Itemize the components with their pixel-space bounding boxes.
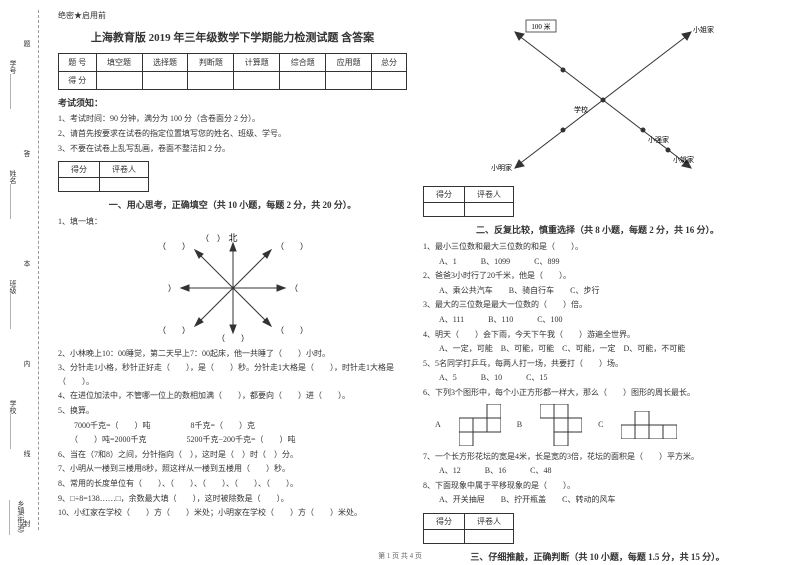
scorer-table: 得分 评卷人 — [423, 513, 514, 544]
question: 8、下面现象中属于平移现象的是（ ）。 — [423, 479, 772, 493]
options: A、5 B、10 C、15 — [423, 371, 772, 385]
question: 6、当在（7和8）之间，分针指向（ ），这时是（ ）时（ ）分。 — [58, 448, 407, 462]
svg-text:小强家: 小强家 — [648, 135, 669, 144]
score-table: 题 号 填空题 选择题 判断题 计算题 综合题 应用题 总分 得 分 — [58, 53, 407, 90]
shape-b — [540, 404, 582, 446]
shapes-row: A B C — [435, 404, 772, 446]
binding-mark: 封 — [22, 520, 32, 527]
svg-text:小姐家: 小姐家 — [693, 25, 714, 34]
section-2-title: 二、反复比较，慎重选择（共 8 小题，每题 2 分，共 16 分）。 — [423, 223, 772, 236]
score-head: 计算题 — [234, 54, 280, 72]
options: A、开关抽屉 B、拧开瓶盖 C、转动的风车 — [423, 493, 772, 507]
question-sub: （ ）吨=2000千克 5200千克−200千克=（ ）吨 — [58, 433, 407, 447]
confidential-label: 绝密★启用前 — [58, 10, 407, 21]
question: 6、下列3个图形中，每个小正方形都一样大，那么（ ）图形的周长最长。 — [423, 386, 772, 400]
scorer-label: 得分 — [59, 162, 100, 178]
scorer-label: 评卷人 — [465, 513, 514, 529]
score-head: 应用题 — [326, 54, 372, 72]
scorer-label: 得分 — [424, 187, 465, 203]
options: A、一定，可能 B、可能，可能 C、可能，一定 D、可能，不可能 — [423, 342, 772, 356]
binding-number: 学号__________ — [8, 60, 18, 109]
svg-text:小明家: 小明家 — [491, 163, 512, 172]
binding-name: 姓名__________ — [8, 170, 18, 219]
page-footer: 第 1 页 共 4 页 — [0, 551, 800, 561]
instruction-line: 3、不要在试卷上乱写乱画，卷面不整洁扣 2 分。 — [58, 143, 407, 155]
svg-text:（ ）: （ ） — [276, 326, 308, 335]
svg-text:（ ）: （ ） — [158, 326, 190, 335]
compass-diagram: 北 （ ） （ ） （ ） （ ） （ ） （ ） （ ） （ ） — [58, 233, 407, 343]
question: 4、明天（ ）会下雨，今天下午我（ ）游遍全世界。 — [423, 328, 772, 342]
shape-c — [621, 411, 677, 439]
scorer-label: 得分 — [424, 513, 465, 529]
question: 4、在进位加法中，不管哪一位上的数相加满（ ），都要向（ ）进（ ）。 — [58, 389, 407, 403]
binding-mark: 本 — [22, 260, 32, 267]
scorer-table: 得分 评卷人 — [58, 161, 149, 192]
score-row-head: 得 分 — [59, 72, 97, 90]
binding-school: 学校__________ — [8, 400, 18, 449]
compass-north: 北 — [228, 233, 237, 243]
shape-label-c: C — [598, 420, 603, 429]
location-diagram: 100 米 小姐家 小明家 小强家 小姚家 学校 — [423, 10, 772, 180]
score-head: 总分 — [372, 54, 407, 72]
options: A、1 B、1099 C、899 — [423, 255, 772, 269]
question: 10、小红家在学校（ ）方（ ）米处；小明家在学校（ ）方（ ）米处。 — [58, 506, 407, 520]
score-head: 综合题 — [280, 54, 326, 72]
binding-mark: 答 — [22, 150, 32, 157]
svg-text:100 米: 100 米 — [531, 22, 550, 31]
svg-text:（ ）: （ ） — [158, 242, 190, 251]
question: 3、分针走1小格，秒针正好走（ ），是（ ）秒。分针走1大格是（ ），时针走1大… — [58, 361, 407, 388]
scorer-table: 得分 评卷人 — [423, 186, 514, 217]
binding-class: 班级__________ — [8, 280, 18, 329]
instruction-line: 2、请首先按要求在试卷的指定位置填写您的姓名、班级、学号。 — [58, 128, 407, 140]
score-head: 判断题 — [188, 54, 234, 72]
question: 9、□÷8=138……□，余数最大填（ ），这时被除数是（ ）。 — [58, 492, 407, 506]
svg-text:小姚家: 小姚家 — [673, 155, 694, 164]
section-1-title: 一、用心思考，正确填空（共 10 小题，每题 2 分，共 20 分）。 — [58, 198, 407, 211]
scorer-label: 评卷人 — [465, 187, 514, 203]
question: 2、爸爸3小时行了20千米，他是（ ）。 — [423, 269, 772, 283]
options: A、111 B、110 C、100 — [423, 313, 772, 327]
question: 5、5名同学打乒乓，每两人打一场，共要打（ ）场。 — [423, 357, 772, 371]
score-head: 选择题 — [142, 54, 188, 72]
shape-label-b: B — [517, 420, 522, 429]
scorer-label: 评卷人 — [100, 162, 149, 178]
question: 1、最小三位数和最大三位数的和是（ ）。 — [423, 240, 772, 254]
binding-mark: 题 — [22, 40, 32, 47]
question: 3、最大的三位数是最大一位数的（ ）倍。 — [423, 298, 772, 312]
instructions-head: 考试须知： — [58, 96, 407, 109]
question: 7、一个长方形花坛的宽是4米，长是宽的3倍，花坛的面积是（ ）平方米。 — [423, 450, 772, 464]
binding-mark: 内 — [22, 360, 32, 367]
svg-text:（ ）: （ ） — [290, 284, 308, 293]
options: A、12 B、16 C、48 — [423, 464, 772, 478]
shape-a — [459, 404, 501, 446]
question: 8、常用的长度单位有（ ）、（ ）、（ ）、（ ）、（ ）。 — [58, 477, 407, 491]
question: 2、小林晚上10：00睡觉，第二天早上7：00起床，他一共睡了（ ）小时。 — [58, 347, 407, 361]
svg-text:（ ）: （ ） — [158, 284, 176, 293]
exam-title: 上海教育版 2019 年三年级数学下学期能力检测试题 含答案 — [58, 29, 407, 45]
svg-text:（ ）: （ ） — [201, 234, 225, 243]
score-head: 题 号 — [59, 54, 97, 72]
options: A、乘公共汽车 B、骑自行车 C、步行 — [423, 284, 772, 298]
question: 7、小明从一楼到三楼用8秒，照这样从一楼到五楼用（ ）秒。 — [58, 462, 407, 476]
question: 1、填一填： — [58, 215, 407, 229]
instruction-line: 1、考试时间：90 分钟，满分为 100 分（含卷面分 2 分）。 — [58, 113, 407, 125]
score-head: 填空题 — [96, 54, 142, 72]
svg-text:（ ）: （ ） — [217, 334, 249, 343]
svg-text:（ ）: （ ） — [276, 242, 308, 251]
svg-text:学校: 学校 — [574, 105, 588, 114]
shape-label-a: A — [435, 420, 441, 429]
question-sub: 7000千克=（ ）吨 8千克=（ ）克 — [58, 419, 407, 433]
binding-mark: 线 — [22, 450, 32, 457]
question: 5、换算。 — [58, 404, 407, 418]
